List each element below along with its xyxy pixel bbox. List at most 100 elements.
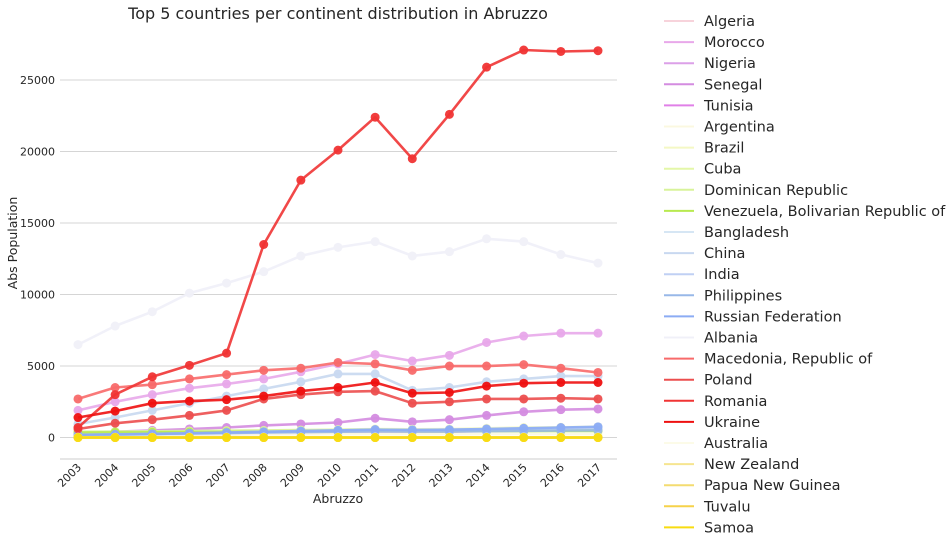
y-axis-label: Abs Population: [5, 197, 20, 290]
legend-label: Poland: [704, 373, 752, 389]
x-tick-labels: 2003 2004 2005 2006 2007 2008 2009 2010 2011 2012…: [55, 461, 604, 490]
legend-label: Russian Federation: [704, 309, 842, 325]
data-point: [184, 374, 194, 384]
data-point: [222, 278, 232, 288]
data-point: [73, 423, 83, 433]
data-point: [259, 391, 269, 401]
legend-label: Tuvalu: [703, 499, 751, 515]
x-tick-label: 2010: [315, 461, 344, 490]
data-point: [333, 369, 343, 379]
data-point: [556, 433, 566, 443]
data-point: [556, 363, 566, 373]
data-point: [184, 396, 194, 406]
x-tick-label: 2003: [55, 461, 84, 490]
data-point: [147, 307, 157, 317]
data-point: [370, 350, 380, 360]
chart-title: Top 5 countries per continent distributi…: [127, 4, 548, 23]
data-point: [370, 377, 380, 387]
data-point: [407, 356, 417, 366]
data-point: [482, 62, 492, 72]
data-point: [556, 328, 566, 338]
data-point: [593, 433, 603, 443]
data-point: [407, 365, 417, 375]
data-point: [333, 145, 343, 155]
legend-label: Albania: [704, 331, 758, 347]
y-tick-label: 25000: [20, 74, 55, 87]
legend-label: New Zealand: [704, 457, 799, 473]
data-point: [482, 394, 492, 404]
data-point: [259, 240, 269, 249]
legend-label: Nigeria: [704, 56, 756, 72]
data-point: [333, 383, 343, 392]
data-point: [184, 383, 194, 393]
data-point: [444, 397, 454, 407]
data-point: [593, 394, 603, 404]
data-point: [259, 267, 269, 277]
data-point: [519, 407, 529, 417]
legend-label: Romania: [704, 394, 767, 410]
data-point: [147, 415, 157, 425]
data-point: [110, 397, 120, 407]
data-point: [482, 424, 492, 434]
data-point: [184, 288, 194, 298]
data-point: [407, 417, 417, 427]
x-tick-label: 2013: [427, 461, 456, 490]
data-point: [222, 379, 232, 389]
data-point: [259, 365, 269, 375]
legend-label: Morocco: [704, 35, 765, 51]
data-point: [333, 433, 343, 443]
data-point: [407, 251, 417, 261]
data-point: [370, 112, 380, 122]
data-point: [333, 425, 343, 435]
data-point: [333, 242, 343, 252]
data-point: [222, 370, 232, 380]
data-point: [556, 393, 566, 403]
data-point: [519, 378, 529, 388]
data-point: [556, 377, 566, 387]
x-axis-label: Abruzzo: [313, 491, 363, 506]
data-point: [370, 386, 380, 396]
data-point: [482, 337, 492, 347]
legend-label: Bangladesh: [704, 225, 789, 241]
data-point: [296, 251, 306, 261]
legend-label: China: [704, 246, 745, 262]
legend-label: Tunisia: [703, 98, 754, 114]
data-point: [370, 425, 380, 435]
data-point: [296, 433, 306, 443]
data-point: [110, 321, 120, 331]
data-point: [556, 371, 566, 381]
data-point: [407, 425, 417, 435]
y-tick-label: 20000: [20, 146, 55, 159]
data-point: [556, 46, 566, 56]
data-point: [593, 422, 603, 432]
legend-label: Senegal: [704, 77, 762, 93]
legend-label: Samoa: [704, 520, 754, 536]
series-romania: [73, 45, 603, 433]
data-point: [73, 405, 83, 415]
data-point: [110, 383, 120, 392]
data-point: [593, 377, 603, 387]
data-point: [519, 45, 529, 55]
data-point: [444, 247, 454, 257]
data-point: [482, 410, 492, 420]
data-point: [444, 350, 454, 360]
data-point: [370, 369, 380, 379]
legend-label: Cuba: [704, 162, 741, 178]
data-point: [444, 361, 454, 371]
data-point: [444, 425, 454, 435]
data-point: [519, 237, 529, 247]
legend-label: Papua New Guinea: [704, 478, 841, 494]
data-point: [407, 433, 417, 443]
data-point: [370, 237, 380, 247]
data-point: [482, 381, 492, 391]
data-point: [222, 433, 232, 443]
data-point: [519, 423, 529, 433]
series-macedonia-republic-of: [73, 357, 603, 404]
y-tick-label: 15000: [20, 217, 55, 230]
legend-label: Venezuela, Bolivarian Republic of: [704, 204, 946, 220]
data-point: [73, 433, 83, 443]
data-point: [147, 433, 157, 443]
data-point: [296, 175, 306, 185]
series-line: [77, 237, 599, 346]
